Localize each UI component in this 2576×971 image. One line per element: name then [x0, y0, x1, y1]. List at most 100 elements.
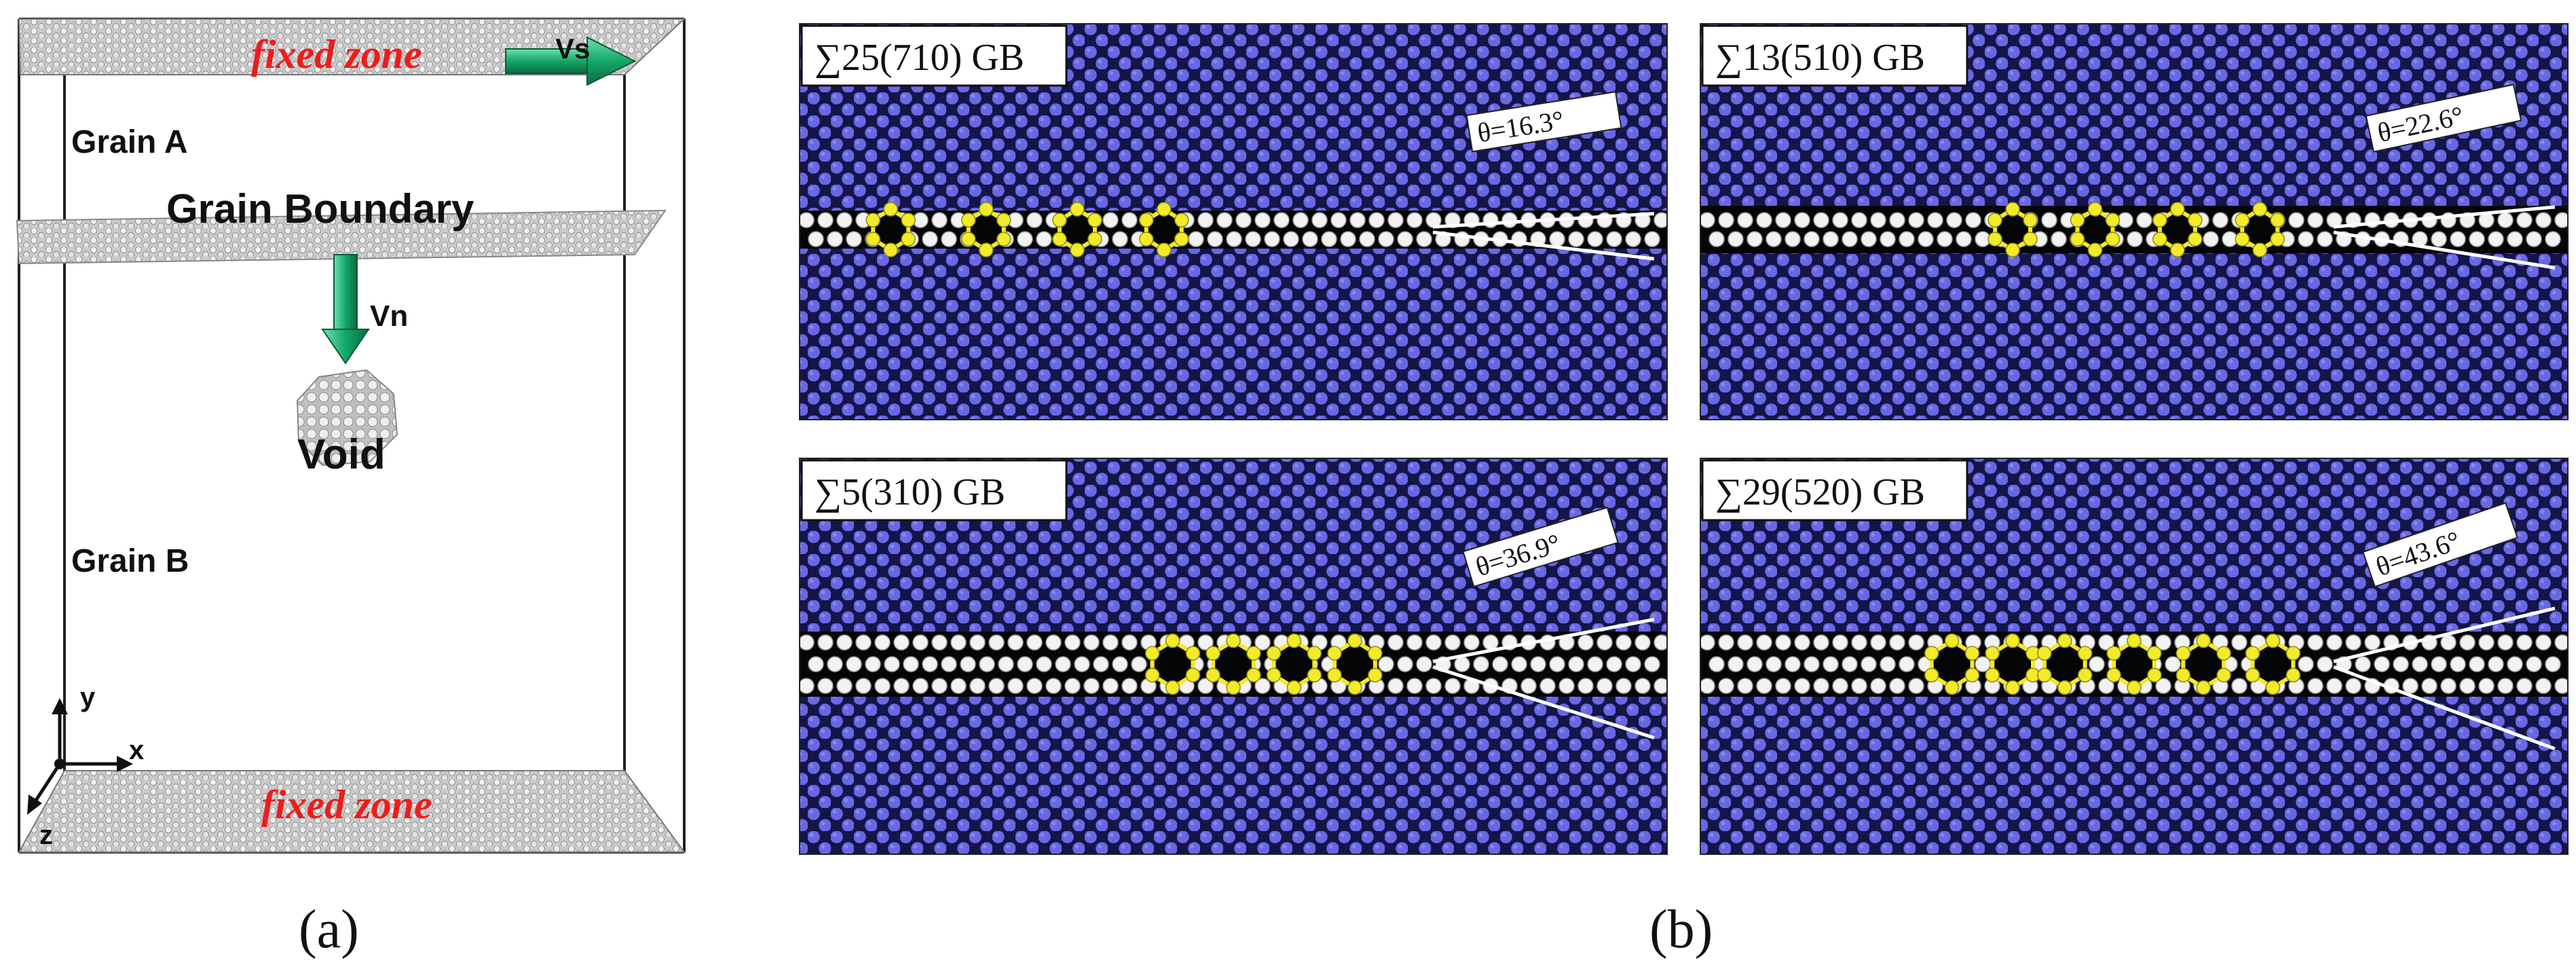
gb-atom [1709, 656, 1725, 672]
gb-atom [874, 678, 891, 694]
gb-atom [1197, 634, 1214, 651]
gb-atom [1368, 212, 1385, 228]
structural-unit [2070, 202, 2121, 257]
gb-atom [1870, 634, 1886, 651]
gb-atom [1908, 212, 1924, 228]
gb-panel-frame [799, 458, 1668, 855]
gb-atom [884, 656, 900, 672]
vn-arrow [321, 254, 370, 365]
gb-atom [2516, 634, 2533, 651]
gb-atom [2231, 634, 2247, 651]
gb-atom [1378, 231, 1394, 247]
gb-atom [1083, 634, 1100, 651]
gb-atom [1530, 656, 1546, 672]
gb-atom [1832, 634, 1848, 651]
gb-atom [969, 678, 986, 694]
gb-atom [1511, 656, 1527, 672]
gb-atom [817, 212, 834, 228]
gb-atom [1597, 678, 1613, 694]
angle-line-upper [2333, 205, 2556, 229]
gb-atom [1492, 656, 1508, 672]
gb-atom [1880, 231, 1896, 247]
angle-line-upper [2333, 606, 2556, 663]
gb-atom [1804, 656, 1820, 672]
gb-atom [1017, 656, 1033, 672]
gb-atom [1568, 656, 1584, 672]
gb-atom [1264, 231, 1280, 247]
gb-atom [1823, 231, 1839, 247]
gb-atom [1813, 634, 1829, 651]
gb-atom [1794, 678, 1810, 694]
gb-atom [836, 212, 853, 228]
gb-atom [931, 212, 948, 228]
gb-atom [1406, 634, 1423, 651]
gb-atom [1635, 678, 1651, 694]
gb-atom [969, 634, 986, 651]
gb-title: ∑5(310) GB [815, 471, 1005, 513]
gb-atom [1283, 231, 1299, 247]
gb-atom [1444, 634, 1461, 651]
gb-atom [2431, 231, 2447, 247]
gb-title: ∑13(510) GB [1715, 37, 1925, 79]
gb-atom [846, 231, 862, 247]
bottom-fixed-slab [18, 770, 686, 853]
gb-atom [2469, 656, 2485, 672]
gb-atom [1625, 231, 1641, 247]
gb-atom [2488, 231, 2504, 247]
gb-atom [2507, 231, 2523, 247]
gb-atom [988, 634, 1005, 651]
gb-atom [1216, 212, 1233, 228]
gb-atom [2307, 634, 2323, 651]
gb-atom [817, 634, 834, 651]
gb-atom [1074, 656, 1090, 672]
angle-line-lower [1432, 230, 1655, 261]
gb-atom [1406, 212, 1423, 228]
gb-atom [1718, 634, 1734, 651]
grain-boundary-slab [16, 209, 667, 265]
gb-atom [1889, 678, 1905, 694]
gb-atom [1406, 678, 1423, 694]
gb-atom [931, 678, 948, 694]
gb-atom [2165, 656, 2181, 672]
structural-unit [1052, 202, 1102, 257]
gb-title-box [1701, 459, 1968, 521]
gb-atom [2326, 678, 2342, 694]
gb-atom [1775, 212, 1791, 228]
gb-atom [1121, 634, 1138, 651]
gb-atom [1254, 212, 1271, 228]
gb-atom [1349, 212, 1366, 228]
gb-atom [2535, 212, 2552, 228]
gb-atom [1908, 678, 1924, 694]
gb-atom [1121, 678, 1138, 694]
gb-atom [1330, 212, 1347, 228]
structural-unit [1987, 202, 2038, 257]
gb-atom [2288, 212, 2304, 228]
structural-unit [2235, 202, 2285, 257]
gb-atom [1861, 231, 1877, 247]
gb-atom [1635, 634, 1651, 651]
gb-atom [1378, 656, 1394, 672]
gb-atom [2317, 231, 2333, 247]
gb-panel-3: ∑5(310) GBθ=36.9° [799, 458, 1668, 855]
gb-atom [2298, 656, 2314, 672]
gb-atom [2155, 634, 2171, 651]
gb-atom [1625, 656, 1641, 672]
gb-atom [2136, 212, 2152, 228]
panel-a: fixed zone Vs Grain A Grain Boundary Vn … [16, 18, 686, 959]
gb-atom [855, 634, 872, 651]
gb-atom [1578, 678, 1594, 694]
gb-atom [1416, 231, 1432, 247]
gb-atom [1501, 212, 1518, 228]
fixed-zone-bottom-label: fixed zone [261, 782, 432, 827]
gb-atom [1007, 678, 1024, 694]
gb-atom [1578, 212, 1594, 228]
gb-atom [1700, 212, 1715, 228]
gb-atom [1899, 231, 1915, 247]
gb-atom [2298, 231, 2314, 247]
gb-atom [2497, 634, 2514, 651]
vn-label: Vn [370, 299, 408, 333]
gb-atom [1102, 634, 1119, 651]
angle-line-lower [1432, 665, 1655, 739]
gb-title-box [800, 459, 1068, 521]
gb-atom [817, 678, 834, 694]
